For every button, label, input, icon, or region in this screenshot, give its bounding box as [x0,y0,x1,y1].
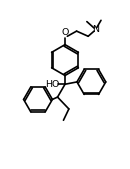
Text: HO: HO [45,80,60,89]
Text: N: N [92,25,99,34]
Text: O: O [61,28,69,37]
